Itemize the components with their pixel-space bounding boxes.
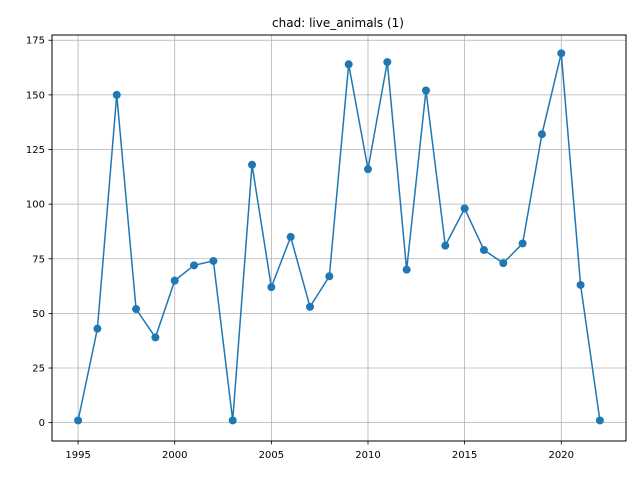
- y-tick-label: 100: [26, 200, 45, 211]
- data-point: [267, 283, 276, 292]
- x-tick-label: 1995: [65, 450, 90, 461]
- data-point: [286, 232, 295, 241]
- y-tick-label: 25: [32, 364, 45, 375]
- data-point: [576, 280, 585, 289]
- data-point: [383, 58, 392, 67]
- chart-title: chad: live_animals (1): [272, 16, 404, 30]
- data-point: [344, 60, 353, 69]
- data-point: [595, 416, 604, 425]
- y-tick-label: 0: [39, 418, 45, 429]
- x-tick-label: 2000: [162, 450, 187, 461]
- y-axis: 0 25 50 75 100 125 150 175: [26, 36, 52, 429]
- series-layer: [74, 49, 604, 425]
- data-point: [460, 204, 469, 213]
- data-point: [209, 256, 218, 265]
- data-point: [170, 276, 179, 285]
- data-point: [151, 333, 160, 342]
- data-point: [518, 239, 527, 248]
- x-tick-label: 2015: [452, 450, 477, 461]
- data-point: [479, 246, 488, 255]
- data-point: [402, 265, 411, 274]
- data-point: [112, 90, 121, 99]
- y-tick-label: 150: [26, 90, 45, 101]
- data-point: [228, 416, 237, 425]
- series-line: [77, 53, 601, 421]
- data-point: [248, 160, 257, 169]
- x-axis: 1995 2000 2005 2010 2015 2020: [65, 441, 574, 461]
- data-point: [190, 261, 199, 270]
- data-point: [325, 272, 334, 281]
- data-point: [537, 130, 546, 139]
- x-tick-label: 2020: [549, 450, 574, 461]
- y-tick-label: 50: [32, 309, 45, 320]
- grid: [52, 35, 626, 441]
- data-point: [132, 305, 141, 314]
- data-point: [93, 324, 102, 333]
- data-point: [74, 416, 83, 425]
- data-point: [306, 302, 315, 311]
- y-tick-label: 175: [26, 36, 45, 47]
- data-point: [363, 165, 372, 174]
- plot-frame: [51, 34, 627, 442]
- x-tick-label: 2010: [355, 450, 380, 461]
- y-tick-label: 75: [32, 254, 45, 265]
- data-point: [557, 49, 566, 58]
- data-point: [421, 86, 430, 95]
- y-tick-label: 125: [26, 145, 45, 156]
- data-point: [441, 241, 450, 250]
- data-point: [499, 259, 508, 268]
- x-tick-label: 2005: [259, 450, 284, 461]
